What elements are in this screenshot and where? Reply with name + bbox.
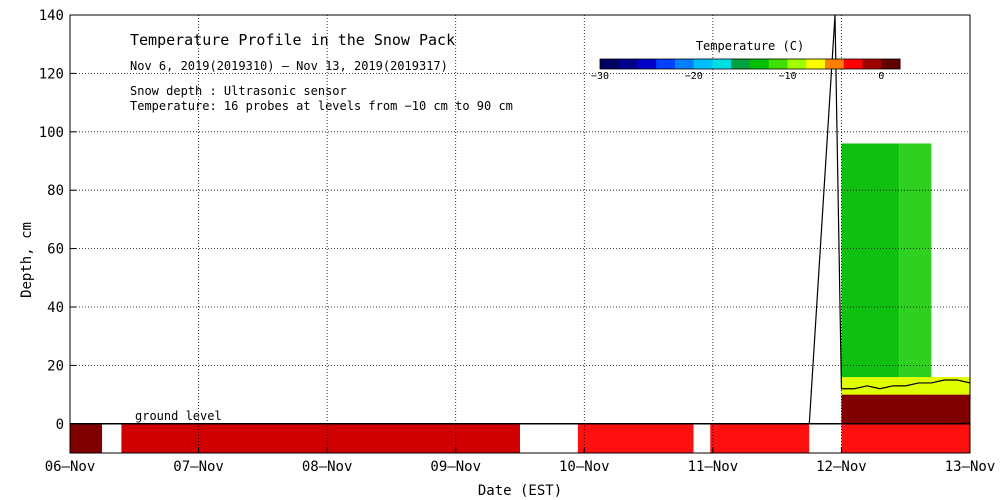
colorbar-tick-label: −20 (685, 71, 703, 82)
y-tick-label: 140 (39, 8, 64, 24)
colorbar-swatch (656, 59, 676, 69)
x-tick-label: 07–Nov (173, 459, 224, 475)
x-tick-label: 11–Nov (688, 459, 739, 475)
snow-depth-line (808, 14, 971, 424)
colorbar-swatch (768, 59, 788, 69)
x-tick-label: 08–Nov (302, 459, 353, 475)
chart-title: Temperature Profile in the Snow Pack (130, 31, 455, 49)
temperature-segment-7 (809, 423, 842, 453)
temperature-colorbar: Temperature (C) −30 −20 −10 0 (591, 39, 901, 82)
temperature-segment-1 (102, 423, 122, 453)
x-tick-label: 13–Nov (945, 459, 996, 475)
x-tick-label: 06–Nov (45, 459, 96, 475)
colorbar-swatch (750, 59, 770, 69)
temperature-segment-5 (693, 423, 711, 453)
y-tick-label: 60 (47, 242, 64, 258)
colorbar-swatch (618, 59, 638, 69)
temperature-segment-2 (121, 423, 520, 453)
temperature-segment-6 (710, 423, 810, 453)
note-temperature-probes: Temperature: 16 probes at levels from −1… (130, 99, 513, 113)
colorbar-tick-label: −30 (591, 71, 609, 82)
y-tick-label: 100 (39, 125, 64, 141)
plot-frame (69, 14, 971, 454)
ground-level-label: ground level (135, 409, 222, 423)
temperature-segment-4 (577, 423, 694, 453)
x-tick-label: 09–Nov (430, 459, 481, 475)
colorbar-swatch (712, 59, 732, 69)
y-tick-label: 120 (39, 66, 64, 82)
colorbar-frame (599, 58, 901, 70)
colorbar-swatch (731, 59, 751, 69)
snowpack-green-block-2 (899, 143, 932, 395)
colorbar-swatch (825, 59, 845, 69)
colorbar-swatch (806, 59, 826, 69)
temperature-segment-0 (70, 423, 103, 453)
grid (70, 15, 970, 453)
temperature-segment-3 (520, 423, 578, 453)
colorbar-swatch (843, 59, 863, 69)
plot-area (70, 14, 971, 453)
note-snow-depth: Snow depth : Ultrasonic sensor (130, 84, 347, 98)
colorbar-swatch (693, 59, 713, 69)
y-tick-label: 0 (56, 417, 64, 433)
y-axis-label: Depth, cm (19, 222, 35, 298)
snowpack-base (841, 394, 970, 424)
temperature-segment-8 (841, 423, 970, 453)
x-axis-label: Date (EST) (478, 483, 562, 499)
colorbar-tick-label: −10 (778, 71, 796, 82)
x-tick-label: 12–Nov (816, 459, 867, 475)
y-tick-label: 20 (47, 358, 64, 374)
colorbar-swatch (881, 59, 901, 69)
snowpack-green-block (841, 143, 900, 395)
colorbar-swatch (675, 59, 695, 69)
colorbar-swatch (862, 59, 882, 69)
colorbar-swatch (637, 59, 657, 69)
chart-subtitle: Nov 6, 2019(2019310) – Nov 13, 2019(2019… (130, 59, 448, 73)
colorbar-swatch (787, 59, 807, 69)
y-tick-label: 40 (47, 300, 64, 316)
axis-ticks: 06–Nov 07–Nov 08–Nov 09–Nov 10–Nov 11–Nov 12–N… (39, 8, 996, 475)
y-tick-label: 80 (47, 183, 64, 199)
colorbar-swatch (600, 59, 620, 69)
colorbar-tick-label: 0 (878, 71, 884, 82)
x-tick-label: 10–Nov (559, 459, 610, 475)
colorbar-title: Temperature (C) (696, 39, 804, 53)
